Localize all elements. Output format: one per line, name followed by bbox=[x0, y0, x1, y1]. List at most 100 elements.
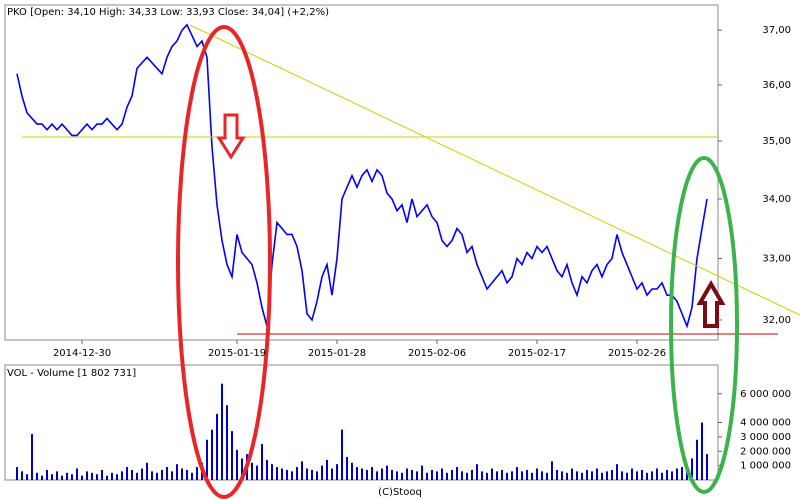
volume-bar bbox=[426, 472, 428, 480]
volume-bar bbox=[136, 472, 138, 480]
volume-bar bbox=[46, 469, 48, 480]
volume-bar bbox=[181, 468, 183, 480]
volume-bar bbox=[221, 383, 223, 480]
price-line bbox=[16, 23, 708, 329]
volume-bar bbox=[111, 472, 113, 480]
y-tick-label: 4 000 000 bbox=[740, 418, 791, 429]
volume-bar bbox=[26, 474, 28, 480]
volume-bar bbox=[596, 468, 598, 480]
volume-bar bbox=[446, 472, 448, 480]
volume-bar bbox=[621, 471, 623, 480]
volume-bar bbox=[536, 468, 538, 480]
volume-bar bbox=[121, 471, 123, 480]
y-tick-label: 6 000 000 bbox=[740, 389, 791, 400]
volume-bar bbox=[271, 464, 273, 480]
volume-bar bbox=[646, 472, 648, 480]
volume-bar bbox=[31, 434, 33, 480]
volume-bar bbox=[521, 471, 523, 480]
volume-bar bbox=[396, 471, 398, 480]
volume-bar bbox=[406, 468, 408, 480]
volume-bar bbox=[51, 474, 53, 480]
volume-bar bbox=[701, 422, 703, 480]
volume-bar bbox=[71, 474, 73, 480]
volume-bar bbox=[441, 468, 443, 480]
down-arrow bbox=[216, 113, 246, 160]
volume-bar bbox=[661, 472, 663, 480]
volume-bar bbox=[236, 449, 238, 480]
volume-bar bbox=[176, 464, 178, 480]
volume-bar bbox=[76, 468, 78, 480]
volume-bar bbox=[466, 472, 468, 480]
volume-bar bbox=[41, 475, 43, 480]
volume-bar bbox=[161, 469, 163, 480]
volume-bar bbox=[151, 471, 153, 480]
volume-bar bbox=[366, 469, 368, 480]
volume-bar bbox=[516, 467, 518, 480]
volume-bar bbox=[476, 464, 478, 480]
volume-bar bbox=[251, 462, 253, 480]
volume-bar bbox=[386, 465, 388, 480]
volume-bar bbox=[481, 471, 483, 480]
volume-bar bbox=[296, 467, 298, 480]
volume-bar bbox=[186, 469, 188, 480]
volume-bar bbox=[131, 469, 133, 480]
volume-bar bbox=[311, 469, 313, 480]
volume-bar bbox=[696, 439, 698, 480]
x-tick-label: 2015-02-26 bbox=[608, 348, 666, 359]
y-tick-label: 1 000 000 bbox=[740, 461, 791, 472]
source: (C)Stooq bbox=[378, 487, 422, 498]
volume-bar bbox=[241, 458, 243, 480]
volume-bar bbox=[401, 472, 403, 480]
volume-bar bbox=[356, 467, 358, 480]
volume-bar bbox=[376, 471, 378, 480]
volume-bar bbox=[306, 468, 308, 480]
chart-title: PKO [Open: 34,10 High: 34,33 Low: 33,93 … bbox=[7, 7, 329, 18]
volume-bar bbox=[56, 471, 58, 480]
volume-bar bbox=[156, 472, 158, 480]
volume-bar bbox=[371, 467, 373, 480]
y-tick-label: 2 000 000 bbox=[740, 446, 791, 457]
volume-bar bbox=[691, 458, 693, 480]
volume-bar bbox=[666, 469, 668, 480]
volume-bar bbox=[341, 429, 343, 480]
x-tick-label: 2015-01-28 bbox=[308, 348, 366, 359]
volume-bar bbox=[206, 439, 208, 480]
y-tick-label: 33,00 bbox=[762, 254, 791, 265]
volume-bar bbox=[641, 469, 643, 480]
volume-bar bbox=[511, 471, 513, 480]
volume-bar bbox=[601, 472, 603, 480]
volume-bar bbox=[491, 468, 493, 480]
x-tick-label: 2014-12-30 bbox=[53, 348, 111, 359]
volume-bar bbox=[191, 472, 193, 480]
volume-bar bbox=[636, 471, 638, 480]
highlight-ellipse bbox=[669, 156, 739, 494]
volume-bar bbox=[226, 405, 228, 480]
volume-bar bbox=[391, 469, 393, 480]
volume-bar bbox=[281, 468, 283, 480]
volume-bar bbox=[471, 469, 473, 480]
volume-bar bbox=[61, 475, 63, 480]
volume-bar bbox=[381, 468, 383, 480]
volume-bar bbox=[541, 471, 543, 480]
volume-bar bbox=[266, 459, 268, 480]
volume-bar bbox=[316, 471, 318, 480]
volume-bar bbox=[611, 469, 613, 480]
volume-bar bbox=[66, 472, 68, 480]
volume-bar bbox=[436, 471, 438, 480]
volume-bar bbox=[561, 471, 563, 480]
x-tick-label: 2015-02-06 bbox=[408, 348, 466, 359]
volume-bar bbox=[671, 471, 673, 480]
up-arrow bbox=[696, 280, 726, 328]
volume-bar bbox=[86, 471, 88, 480]
volume-bar bbox=[171, 471, 173, 480]
volume-bar bbox=[486, 472, 488, 480]
volume-bar bbox=[526, 469, 528, 480]
volume-bar bbox=[21, 471, 23, 480]
y-tick-label: 34,00 bbox=[762, 194, 791, 205]
y-tick-label: 36,00 bbox=[762, 80, 791, 91]
volume-bar bbox=[336, 464, 338, 480]
volume-bar bbox=[411, 469, 413, 480]
volume-bar bbox=[326, 459, 328, 480]
